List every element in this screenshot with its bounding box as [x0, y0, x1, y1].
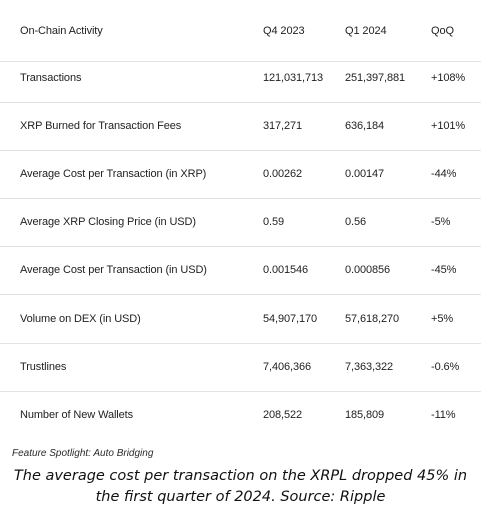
table-row: Transactions 121,031,713 251,397,881 +10… [0, 55, 481, 103]
q4-2023-value: 121,031,713 [263, 72, 324, 84]
q1-2024-value: 0.000856 [345, 264, 391, 276]
q4-2023-value: 54,907,170 [263, 313, 318, 325]
table-header-row: On-Chain Activity Q4 2023 Q1 2024 QoQ [0, 7, 481, 62]
q1-2024-value: 636,184 [345, 120, 385, 132]
on-chain-activity-table: On-Chain Activity Q4 2023 Q1 2024 QoQ Tr… [0, 7, 481, 440]
table-row: Number of New Wallets 208,522 185,809 -1… [0, 392, 481, 440]
q4-2023-value: 7,406,366 [263, 361, 312, 373]
q4-2023-value: 0.00262 [263, 168, 303, 180]
qoq-value: -45% [431, 264, 457, 276]
q4-2023-value: 208,522 [263, 409, 303, 421]
figure-caption: The average cost per transaction on the … [13, 468, 468, 505]
q1-2024-value: 0.00147 [345, 168, 385, 180]
qoq-value: +5% [431, 313, 454, 325]
q1-2024-value: 185,809 [345, 409, 385, 421]
header-on-chain-activity: On-Chain Activity [20, 25, 103, 37]
qoq-value: -5% [431, 216, 451, 228]
row-label: Average Cost per Transaction (in USD) [20, 264, 207, 276]
row-label: Transactions [20, 72, 82, 84]
q4-2023-value: 317,271 [263, 120, 303, 132]
qoq-value: -11% [431, 409, 456, 421]
table-row: Average XRP Closing Price (in USD) 0.59 … [0, 199, 481, 247]
qoq-value: -0.6% [431, 361, 460, 373]
table-row: Average Cost per Transaction (in XRP) 0.… [0, 151, 481, 199]
table-row: Trustlines 7,406,366 7,363,322 -0.6% [0, 344, 481, 392]
table-row: Volume on DEX (in USD) 54,907,170 57,618… [0, 296, 481, 344]
row-label: Number of New Wallets [20, 409, 134, 421]
q1-2024-value: 7,363,322 [345, 361, 394, 373]
row-label: Average Cost per Transaction (in XRP) [20, 168, 207, 180]
row-label: XRP Burned for Transaction Fees [20, 120, 182, 132]
q1-2024-value: 57,618,270 [345, 313, 400, 325]
qoq-value: +101% [431, 120, 466, 132]
feature-spotlight-caption: Feature Spotlight: Auto Bridging [12, 448, 154, 459]
header-qoq: QoQ [431, 25, 454, 37]
qoq-value: -44% [431, 168, 457, 180]
row-label: Volume on DEX (in USD) [20, 313, 141, 325]
row-label: Average XRP Closing Price (in USD) [20, 216, 196, 228]
q4-2023-value: 0.59 [263, 216, 285, 228]
q1-2024-value: 251,397,881 [345, 72, 406, 84]
table-row: XRP Burned for Transaction Fees 317,271 … [0, 103, 481, 151]
qoq-value: +108% [431, 72, 466, 84]
table-row: Average Cost per Transaction (in USD) 0.… [0, 247, 481, 295]
q4-2023-value: 0.001546 [263, 264, 309, 276]
row-label: Trustlines [20, 361, 67, 373]
q1-2024-value: 0.56 [345, 216, 367, 228]
header-q4-2023: Q4 2023 [263, 25, 305, 37]
header-q1-2024: Q1 2024 [345, 25, 387, 37]
